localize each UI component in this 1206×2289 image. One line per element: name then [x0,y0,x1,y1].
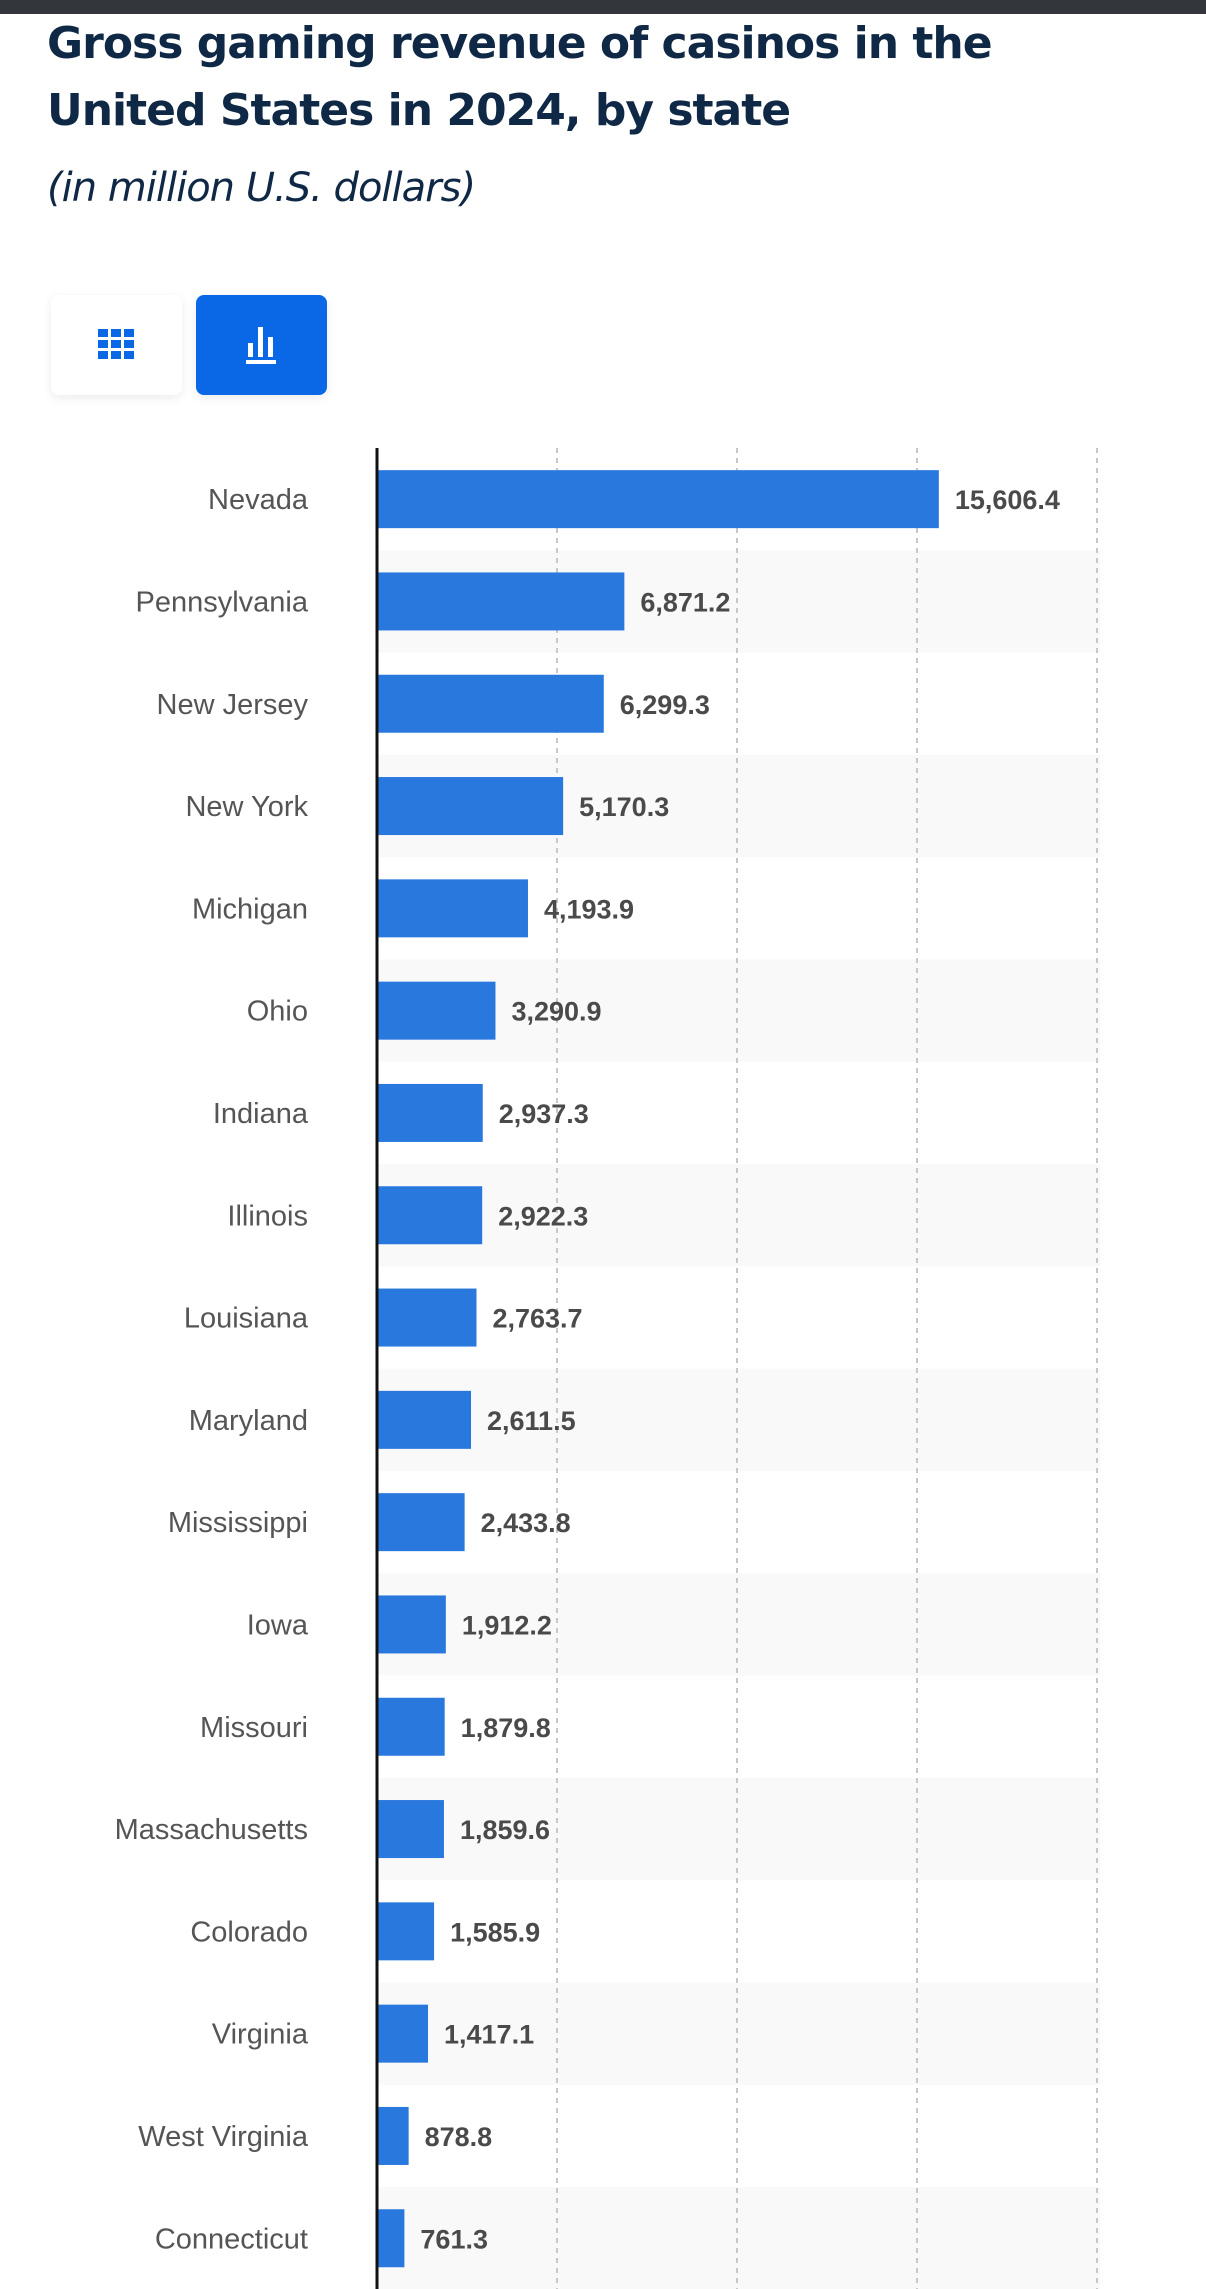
bar [377,2004,429,2063]
row-band [377,1368,1100,1471]
row-band [377,2187,1100,2289]
category-label: Virginia [212,2019,309,2051]
category-label: Connecticut [155,2223,308,2255]
row-band [377,1982,1100,2085]
value-label: 2,922.3 [498,1201,588,1231]
category-label: Massachusetts [115,1814,308,1846]
value-label: 878.8 [425,2122,493,2152]
row-band [377,1573,1100,1676]
category-label: New York [185,791,308,823]
category-label: Mississippi [168,1507,308,1539]
value-label: 761.3 [420,2224,488,2254]
bar [377,1390,472,1449]
category-label: Illinois [227,1200,308,1232]
bar [377,470,939,529]
bar [377,1595,446,1654]
bar [377,777,564,836]
category-label: West Virginia [138,2121,309,2153]
category-label: Nevada [208,484,309,516]
bar [377,1083,483,1142]
bar [377,572,625,631]
bar [377,2106,409,2165]
table-view-button[interactable] [51,295,182,395]
bar [377,1186,483,1245]
value-label: 2,763.7 [492,1304,582,1334]
bar-chart-icon [245,327,276,364]
bar [377,1493,465,1552]
value-label: 1,585.9 [450,1917,540,1947]
bar [377,2209,405,2268]
row-band [377,959,1100,1062]
chart-subtitle: (in million U.S. dollars) [47,165,476,211]
bar [377,879,528,938]
value-label: 2,937.3 [499,1099,589,1129]
grid-icon [97,329,134,359]
browser-top-bar [0,0,1206,14]
category-label: Missouri [200,1712,308,1744]
bar [377,1800,444,1859]
bar [377,1288,477,1347]
value-label: 1,859.6 [460,1815,550,1845]
category-label: New Jersey [157,689,309,721]
value-label: 1,912.2 [462,1610,552,1640]
bar [377,674,604,733]
value-label: 6,299.3 [620,690,710,720]
value-label: 15,606.4 [955,485,1060,515]
row-band [377,1777,1100,1881]
value-label: 2,433.8 [481,1508,571,1538]
category-label: Ohio [247,996,308,1028]
value-label: 6,871.2 [640,587,730,617]
chart-view-button[interactable] [196,295,327,395]
category-label: Colorado [190,1916,308,1948]
bar-chart: Nevada 15,606.4 Pennsylvania 6,871.2 New Jer… [115,448,1100,2289]
value-label: 4,193.9 [544,894,634,924]
row-band [377,1164,1100,1267]
value-label: 1,417.1 [444,2020,534,2050]
value-label: 5,170.3 [579,792,669,822]
bar [377,981,496,1040]
category-label: Indiana [213,1098,309,1130]
category-label: Michigan [192,893,308,925]
value-label: 2,611.5 [487,1406,576,1436]
category-label: Maryland [189,1405,308,1437]
category-label: Louisiana [184,1303,309,1335]
value-label: 3,290.9 [511,997,601,1027]
bar [377,1902,435,1961]
category-label: Iowa [247,1609,309,1641]
chart-title: Gross gaming revenue of casinos in the U… [47,18,993,136]
value-label: 1,879.8 [461,1713,551,1743]
bar [377,1697,445,1756]
category-label: Pennsylvania [136,586,309,618]
